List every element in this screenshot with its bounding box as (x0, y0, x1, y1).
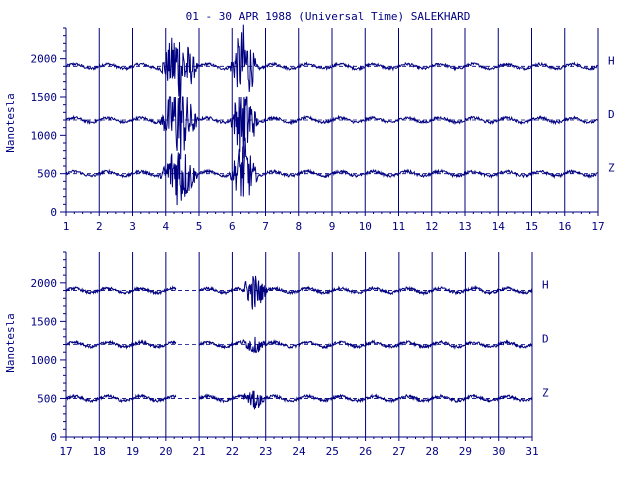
x-tick-label: 2 (96, 220, 103, 233)
series-label-D: D (542, 333, 549, 346)
x-tick-label: 22 (226, 445, 239, 458)
x-tick-label: 28 (426, 445, 439, 458)
x-tick-label: 26 (359, 445, 372, 458)
y-tick-label: 0 (50, 206, 57, 219)
y-tick-label: 1000 (31, 129, 58, 142)
series-line-H (65, 24, 599, 105)
x-tick-label: 17 (591, 220, 604, 233)
x-tick-label: 10 (359, 220, 372, 233)
x-tick-label: 18 (93, 445, 106, 458)
y-tick-label: 1000 (31, 354, 58, 367)
y-tick-label: 2000 (31, 53, 58, 66)
series-label-H: H (542, 279, 549, 292)
y-axis-label-top: Nanotesla (4, 93, 17, 153)
x-tick-label: 12 (425, 220, 438, 233)
x-tick-label: 7 (262, 220, 269, 233)
y-axis-label-bottom: Nanotesla (4, 313, 17, 373)
x-tick-label: 5 (196, 220, 203, 233)
y-tick-label: 1500 (31, 91, 58, 104)
x-tick-label: 11 (392, 220, 405, 233)
x-tick-label: 1 (63, 220, 70, 233)
series-line-D (199, 336, 533, 354)
x-tick-label: 20 (159, 445, 172, 458)
x-tick-label: 30 (492, 445, 505, 458)
x-tick-label: 17 (59, 445, 72, 458)
x-tick-label: 8 (295, 220, 302, 233)
series-label-H: H (608, 54, 615, 67)
series-line-Z (65, 137, 599, 206)
series-line-D (65, 95, 599, 160)
x-tick-label: 4 (162, 220, 169, 233)
x-tick-label: 21 (193, 445, 206, 458)
series-line-H (65, 285, 177, 296)
x-tick-label: 19 (126, 445, 139, 458)
bottom-panel: 0 500 1000 1500 2000 17 18 19 20 21 22 23 24 25 26 27 28… (31, 251, 549, 458)
x-tick-label: 6 (229, 220, 236, 233)
x-tick-label: 16 (558, 220, 571, 233)
y-tick-label: 2000 (31, 277, 58, 290)
chart-title: 01 - 30 APR 1988 (Universal Time) SALEKH… (186, 10, 471, 23)
y-tick-label: 500 (37, 392, 57, 405)
x-tick-label: 15 (525, 220, 538, 233)
series-line-Z (65, 393, 177, 404)
x-tick-label: 29 (459, 445, 472, 458)
series-line-D (65, 339, 177, 350)
y-tick-label: 0 (50, 431, 57, 444)
series-line-H (199, 275, 533, 310)
x-tick-label: 31 (525, 445, 538, 458)
x-tick-label: 13 (458, 220, 471, 233)
series-label-Z: Z (608, 162, 615, 175)
x-tick-label: 24 (292, 445, 306, 458)
x-tick-label: 3 (129, 220, 136, 233)
x-tick-label: 9 (329, 220, 336, 233)
series-label-D: D (608, 108, 615, 121)
x-tick-label: 23 (259, 445, 272, 458)
y-tick-label: 1500 (31, 315, 58, 328)
series-line-Z (199, 390, 533, 410)
series-label-Z: Z (542, 386, 549, 399)
x-tick-label: 14 (492, 220, 506, 233)
x-tick-label: 25 (326, 445, 339, 458)
x-tick-label: 27 (392, 445, 405, 458)
y-tick-label: 500 (37, 168, 57, 181)
